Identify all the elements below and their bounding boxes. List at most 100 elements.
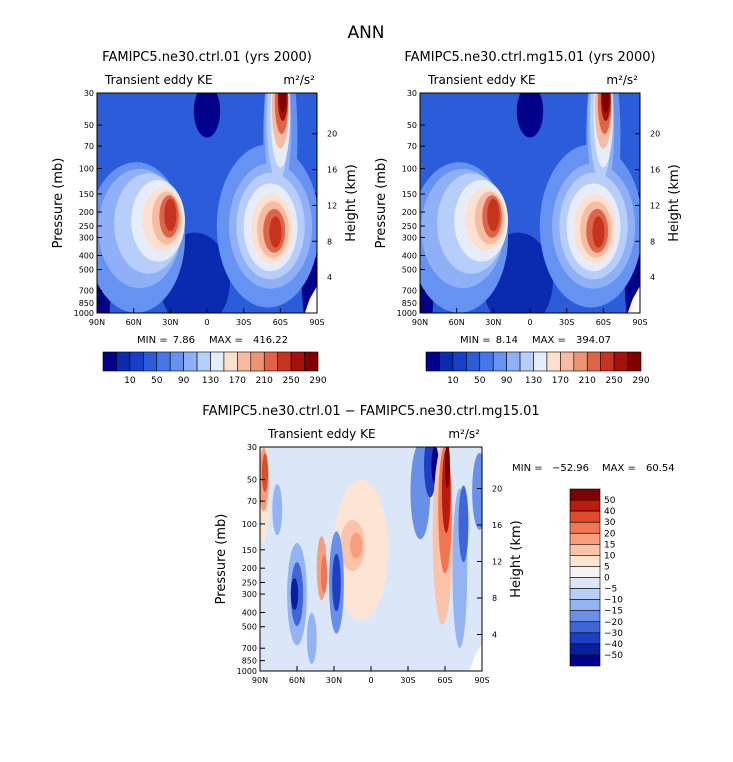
y-tick-label: 500 (242, 623, 257, 632)
x-tick-label: 0 (368, 676, 373, 685)
panel-title: FAMIPC5.ne30.ctrl.mg15.01 (yrs 2000) (404, 50, 655, 65)
colorbar-label: 10 (447, 376, 459, 386)
y-tick-label: 50 (84, 121, 94, 130)
colorbar-label: 30 (604, 518, 616, 528)
field-contour (279, 93, 287, 113)
colorbar-swatch (129, 351, 144, 372)
x-tick-label: 30S (400, 676, 415, 685)
x-tick-label: 30N (162, 318, 178, 327)
field-contour (290, 578, 299, 611)
y-tick-label: 250 (242, 578, 257, 587)
colorbar-label: −30 (604, 629, 623, 639)
colorbar-label: 20 (604, 529, 616, 539)
y-tick-label: 400 (79, 252, 94, 261)
colorbar-swatch (586, 351, 601, 372)
field-contour (458, 485, 469, 563)
x-tick-label: 60S (273, 318, 288, 327)
colorbar-swatch (533, 351, 548, 372)
colorbar-swatch (573, 351, 588, 372)
y2-tick-label: 8 (327, 237, 332, 246)
colorbar-swatch (569, 488, 601, 501)
colorbar-swatch (569, 510, 601, 523)
y-axis-label: Pressure (mb) (51, 158, 66, 249)
colorbar-swatch (569, 555, 601, 567)
y2-tick-label: 20 (492, 484, 502, 493)
colorbar-swatch (169, 351, 184, 372)
field-contour (350, 532, 363, 559)
y2-tick-label: 4 (327, 273, 332, 282)
y2-tick-label: 12 (650, 201, 660, 210)
y2-axis-label: Height (km) (344, 164, 359, 241)
colorbar-swatch (156, 351, 171, 372)
colorbar-label: −5 (604, 585, 617, 595)
y-tick-label: 1000 (397, 309, 417, 318)
field-contour (332, 553, 341, 612)
colorbar-swatch (569, 610, 601, 623)
y-tick-label: 70 (84, 142, 94, 151)
y-tick-label: 50 (247, 476, 257, 485)
colorbar-swatch (237, 351, 252, 372)
x-tick-label: 60N (449, 318, 465, 327)
field-contour (261, 453, 269, 493)
colorbar-label: 50 (474, 376, 486, 386)
y2-axis-label: Height (km) (509, 520, 524, 597)
colorbar-swatch (183, 351, 198, 372)
colorbar-swatch (102, 351, 117, 372)
colorbar-swatch (569, 599, 601, 611)
colorbar-label: −50 (604, 651, 623, 661)
field-contour (164, 198, 177, 232)
y-tick-label: 100 (402, 165, 417, 174)
y-axis-label: Pressure (mb) (214, 514, 229, 605)
contour-field (260, 447, 482, 671)
colorbar-swatch (600, 351, 615, 372)
min-label: MIN = (512, 463, 543, 474)
contour-field (420, 93, 640, 313)
x-tick-label: 90S (474, 676, 489, 685)
panel-subtitle: Transient eddy KE (267, 427, 376, 441)
colorbar-swatch (466, 351, 481, 372)
y2-tick-label: 12 (492, 557, 502, 566)
x-tick-label: 30N (485, 318, 501, 327)
colorbar-swatch (425, 351, 440, 372)
field-contour (306, 612, 317, 664)
y-tick-label: 30 (84, 89, 94, 98)
colorbar-swatch (569, 588, 601, 600)
max-label: MAX = (209, 335, 243, 346)
colorbar-label: 5 (604, 562, 610, 572)
colorbar-label: 90 (501, 376, 513, 386)
x-tick-label: 30S (236, 318, 251, 327)
min-value: 7.86 (173, 335, 195, 346)
field-contour (487, 198, 500, 232)
x-tick-label: 90N (89, 318, 105, 327)
y-tick-label: 1000 (74, 309, 94, 318)
y-tick-label: 1000 (237, 667, 257, 676)
panel-title: FAMIPC5.ne30.ctrl.01 − FAMIPC5.ne30.ctrl… (202, 404, 539, 419)
colorbar-label: 50 (604, 496, 616, 506)
colorbar-label: 290 (309, 376, 326, 386)
colorbar-swatch (569, 566, 601, 578)
panel-subtitle: Transient eddy KE (427, 73, 536, 87)
y-tick-label: 100 (79, 165, 94, 174)
colorbar-swatch (263, 351, 278, 372)
colorbar-swatch (569, 499, 601, 512)
y-tick-label: 200 (242, 564, 257, 573)
y-axis-label: Pressure (mb) (374, 158, 389, 249)
colorbar-swatch (569, 577, 601, 589)
y2-axis-label: Height (km) (667, 164, 682, 241)
colorbar-swatch (210, 351, 225, 372)
colorbar-label: −40 (604, 640, 623, 650)
colorbar-label: 15 (604, 540, 615, 550)
y-tick-label: 100 (242, 520, 257, 529)
x-tick-label: 60N (289, 676, 305, 685)
x-tick-label: 90S (309, 318, 324, 327)
y-tick-label: 250 (402, 222, 417, 231)
colorbar-swatch (569, 632, 601, 645)
y-tick-label: 500 (79, 266, 94, 275)
colorbar-swatch (613, 351, 628, 372)
max-value: 394.07 (576, 335, 611, 346)
x-tick-label: 90S (632, 318, 647, 327)
colorbar-swatch (452, 351, 467, 372)
x-tick-label: 60N (126, 318, 142, 327)
colorbar-label: −20 (604, 618, 623, 628)
colorbar-swatch (479, 351, 494, 372)
